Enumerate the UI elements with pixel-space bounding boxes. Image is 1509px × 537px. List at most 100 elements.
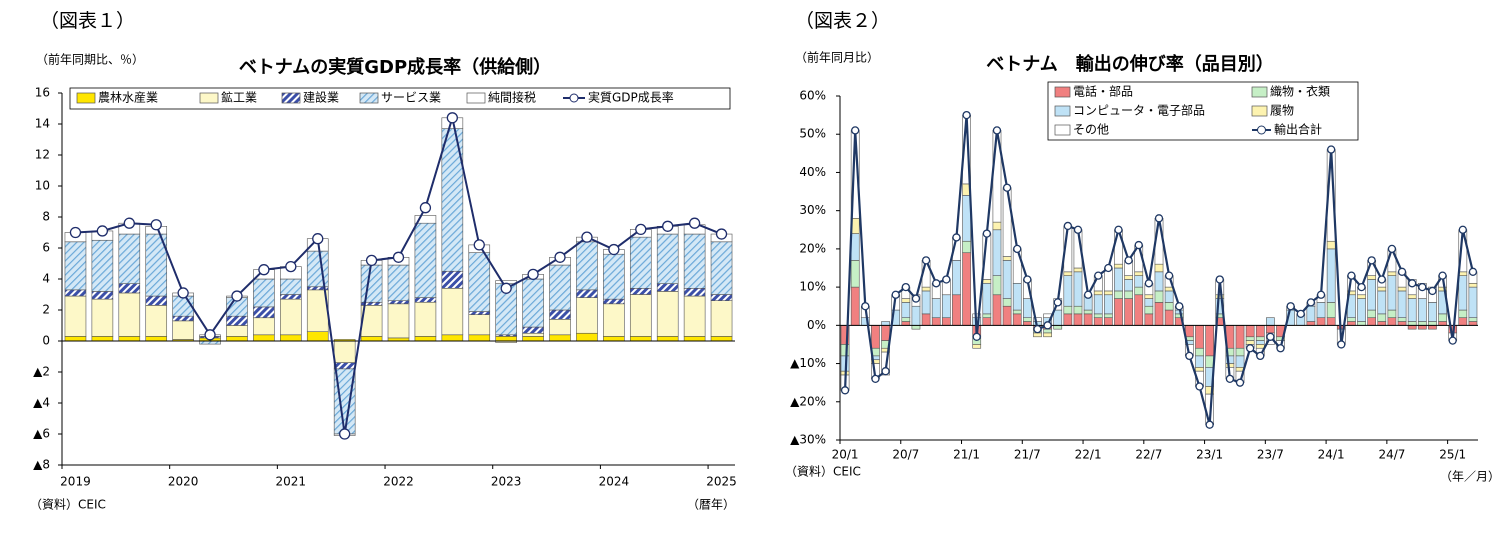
line-marker: [1073, 225, 1083, 234]
line-marker: [312, 233, 324, 245]
bar-segment: [629, 336, 652, 342]
y-tick-label: 20%: [799, 241, 826, 255]
bar-segment: [1154, 263, 1164, 273]
bar-segment: [1053, 325, 1063, 330]
legend-swatch: [1054, 86, 1071, 98]
bar-segment: [226, 315, 248, 326]
bar-segment: [1377, 286, 1387, 292]
line-marker: [1296, 309, 1305, 319]
line-marker: [1205, 420, 1214, 429]
bar-segment: [280, 298, 302, 336]
line-marker: [1377, 275, 1386, 284]
bar-segment: [576, 297, 598, 334]
line-marker: [972, 332, 981, 341]
line-marker: [1327, 145, 1336, 154]
line-marker: [177, 287, 189, 299]
bar-segment: [603, 336, 625, 342]
bar-segment: [1468, 321, 1478, 326]
bar-segment: [1053, 309, 1063, 326]
legend-label: 建設業: [303, 90, 339, 105]
bar-segment: [468, 252, 491, 312]
legend-label: 織物・衣類: [1270, 84, 1330, 99]
bar-segment: [683, 287, 706, 297]
line-marker: [1337, 340, 1346, 349]
line-marker: [1468, 267, 1478, 276]
line-marker: [150, 219, 162, 231]
line-marker: [1002, 183, 1012, 192]
bar-segment: [710, 294, 733, 301]
bar-segment: [1134, 275, 1144, 288]
bar-segment: [253, 317, 275, 336]
bar-segment: [1397, 290, 1407, 318]
bar-segment: [306, 331, 329, 342]
bar-segment: [1255, 344, 1265, 349]
bar-segment: [921, 290, 931, 315]
line-marker: [581, 231, 593, 243]
line-marker: [1215, 275, 1224, 284]
line-marker: [1458, 225, 1467, 234]
bar-segment: [1306, 305, 1316, 322]
line-marker: [662, 220, 674, 232]
line-marker: [932, 279, 941, 288]
legend-swatch: [76, 92, 96, 104]
bar-segment: [603, 303, 625, 337]
y-tick-label: ▲6: [33, 427, 50, 441]
bar-segment: [1458, 275, 1468, 311]
y-tick-label: 12: [35, 148, 50, 162]
x-tick-label: 2022: [383, 475, 414, 489]
line-marker: [851, 126, 860, 135]
bar-segment: [1316, 302, 1326, 318]
bar-segment: [1093, 317, 1103, 326]
bar-segment: [64, 241, 87, 291]
bar-segment: [1195, 367, 1204, 372]
bar-segment: [941, 294, 951, 318]
bar-segment: [1245, 340, 1255, 345]
bar-segment: [1012, 309, 1022, 315]
legend-swatch: [1251, 105, 1268, 117]
bar-segment: [1033, 317, 1042, 322]
line-marker: [1276, 344, 1285, 353]
bar-segment: [522, 336, 544, 342]
bar-segment: [576, 241, 598, 291]
bar-segment: [992, 294, 1002, 326]
bar-segment: [1235, 355, 1245, 368]
bar-segment: [1063, 275, 1073, 307]
bar-segment: [850, 233, 860, 261]
line-marker: [1286, 302, 1295, 311]
bar-segment: [921, 313, 931, 326]
bar-segment: [468, 334, 491, 342]
bar-segment: [1225, 363, 1235, 368]
legend-label: その他: [1073, 123, 1109, 137]
bar-segment: [1073, 271, 1083, 307]
line-marker: [1104, 263, 1113, 273]
x-tick-label: 2023: [491, 475, 522, 489]
line-marker: [982, 229, 991, 238]
source: （資料）CEIC: [30, 498, 106, 512]
line-marker: [554, 251, 566, 263]
legend-label: コンピュータ・電子部品: [1073, 103, 1205, 118]
bar-segment: [871, 325, 880, 349]
y-tick-label: 6: [42, 241, 50, 255]
legend-label: 電話・部品: [1073, 84, 1133, 99]
legend-label: 農林水産業: [98, 90, 158, 105]
bar-segment: [1093, 294, 1103, 315]
bar-segment: [1347, 317, 1356, 322]
bar-segment: [1195, 355, 1204, 368]
x-tick-label: 2019: [60, 475, 91, 489]
bar-segment: [441, 287, 464, 336]
bar-segment: [1104, 290, 1113, 296]
legend-box: [1047, 81, 1359, 141]
bar-segment: [1124, 298, 1133, 326]
bar-segment: [1347, 321, 1356, 326]
bar-segment: [1043, 332, 1052, 338]
y-tick-label: ▲20%: [790, 394, 826, 408]
bar-segment: [1022, 321, 1032, 326]
bar-segment: [881, 325, 890, 341]
bar-segment: [850, 260, 860, 288]
line-marker: [871, 374, 880, 383]
line-marker: [1114, 225, 1123, 234]
bar-segment: [952, 294, 961, 326]
bar-segment: [172, 315, 194, 322]
bar-segment: [1022, 298, 1032, 318]
bar-segment: [172, 320, 194, 340]
